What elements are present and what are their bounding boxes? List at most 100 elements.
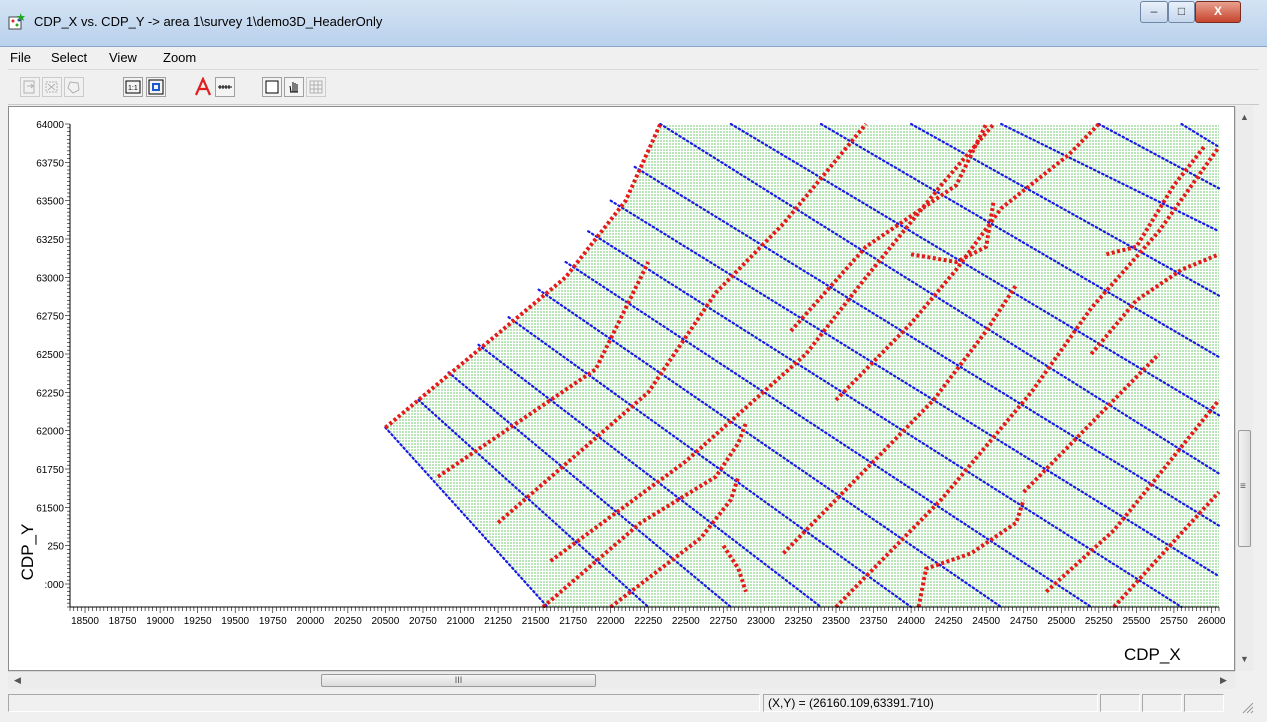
source-line-12 (819, 122, 1221, 359)
plot-right-margin (1220, 107, 1234, 670)
y-tick-label: 61500 (36, 503, 64, 514)
source-line-6 (564, 260, 1093, 609)
receiver-line-8 (916, 499, 1026, 608)
x-tick-label: 25250 (1085, 616, 1113, 627)
x-tick-label: 21500 (522, 616, 550, 627)
x-tick-label: 26000 (1198, 616, 1226, 627)
source-line-4 (507, 316, 913, 609)
x-tick-label: 19500 (221, 616, 249, 627)
x-tick-label: 23000 (747, 616, 775, 627)
x-tick-label: 20750 (409, 616, 437, 627)
x-tick-label: 22500 (672, 616, 700, 627)
source-line-5 (537, 288, 1003, 609)
grid-icon[interactable] (306, 77, 326, 97)
menu-bar: File Select View Zoom (8, 47, 1259, 70)
horizontal-scroll-thumb[interactable]: III (321, 674, 596, 687)
source-line-2 (447, 371, 732, 609)
y-tick-label: 63750 (36, 158, 64, 169)
zoom-1to1-icon[interactable]: 1:1 (123, 77, 143, 97)
source-line-1 (417, 398, 650, 609)
y-tick-label: 63250 (36, 235, 64, 246)
x-tick-label: 23500 (822, 616, 850, 627)
x-tick-label: 21750 (559, 616, 587, 627)
x-tick-label: 22750 (709, 616, 737, 627)
source-line-13 (910, 122, 1221, 297)
polygon-icon[interactable] (64, 77, 84, 97)
coverage-region (385, 124, 1220, 607)
vertical-scrollbar[interactable]: ▲ ≡ ▼ (1235, 106, 1253, 671)
scroll-right-arrow[interactable]: ▶ (1220, 675, 1227, 685)
export-icon[interactable] (20, 77, 40, 97)
y-tick-label: 63500 (36, 197, 64, 208)
minimize-button[interactable]: ‒ (1140, 1, 1168, 23)
plot-bottom-margin (9, 608, 1234, 670)
horizontal-scrollbar[interactable]: ◀ III ▶ (8, 671, 1235, 689)
cut-icon[interactable] (42, 77, 62, 97)
status-coordinates: (X,Y) = (26160.109,63391.710) (763, 694, 1098, 712)
x-tick-label: 19000 (146, 616, 174, 627)
receiver-line-0 (384, 123, 663, 430)
x-tick-label: 19250 (184, 616, 212, 627)
svg-text:1:1: 1:1 (128, 85, 138, 92)
receiver-line-15 (910, 200, 996, 265)
resize-grip-icon[interactable] (1240, 700, 1254, 714)
horizontal-thumb-grip: III (454, 675, 463, 685)
maximize-button[interactable]: □ (1168, 1, 1195, 23)
menu-file[interactable]: File (10, 50, 31, 65)
menu-select[interactable]: Select (51, 50, 88, 65)
x-tick-label: 18500 (71, 616, 99, 627)
y-tick-label: 250 (47, 542, 64, 553)
close-button[interactable]: X (1195, 1, 1241, 23)
text-annotation-icon[interactable] (193, 77, 213, 97)
source-line-0 (384, 426, 549, 609)
x-tick-label: 25000 (1047, 616, 1075, 627)
x-tick-label: 23750 (860, 616, 888, 627)
y-tick-label: 62000 (36, 427, 64, 438)
receiver-line-4 (541, 422, 748, 609)
receiver-line-1 (436, 261, 651, 479)
x-tick-label: 19750 (259, 616, 287, 627)
receiver-line-17 (1089, 252, 1220, 356)
source-line-11 (729, 122, 1221, 417)
scroll-left-arrow[interactable]: ◀ (14, 675, 21, 685)
source-line-16 (1180, 122, 1221, 149)
status-pane-3 (1184, 694, 1224, 712)
y-tick-label: 64000 (36, 120, 64, 131)
x-tick-label: 25500 (1122, 616, 1150, 627)
x-tick-label: 24750 (1010, 616, 1038, 627)
menu-view[interactable]: View (109, 50, 137, 65)
ruler-icon[interactable] (215, 77, 235, 97)
pan-hand-icon[interactable] (284, 77, 304, 97)
x-tick-label: 22000 (597, 616, 625, 627)
zoom-fit-icon[interactable] (146, 77, 166, 97)
scatter-chart[interactable]: 64000 63750 63500 63250 63000 62750 62500 62250… (9, 107, 1234, 670)
y-tick-label: 62500 (36, 350, 64, 361)
x-tick-label: 21250 (484, 616, 512, 627)
y-tick-label: 63000 (36, 273, 64, 284)
y-tick-label: :000 (45, 580, 65, 591)
vertical-scroll-thumb[interactable]: ≡ (1238, 430, 1251, 547)
window-title: CDP_X vs. CDP_Y -> area 1\survey 1\demo3… (34, 14, 383, 29)
source-line-3 (477, 343, 823, 609)
scroll-down-arrow[interactable]: ▼ (1240, 654, 1249, 664)
receiver-line-9 (1022, 352, 1161, 494)
select-rect-icon[interactable] (262, 77, 282, 97)
receiver-line-16 (1105, 145, 1206, 257)
status-bar: (X,Y) = (26160.109,63391.710) (8, 690, 1259, 716)
source-line-10 (659, 122, 1221, 475)
scroll-up-arrow[interactable]: ▲ (1240, 112, 1249, 122)
x-tick-label: 24250 (935, 616, 963, 627)
x-tick-label: 20000 (296, 616, 324, 627)
x-tick-label: 23250 (785, 616, 813, 627)
source-line-9 (633, 165, 1221, 527)
plot-area[interactable]: 64000 63750 63500 63250 63000 62750 62500 62250… (8, 106, 1235, 671)
toolbar: 1:1 (8, 70, 1259, 105)
app-icon (8, 13, 25, 30)
receiver-line-2 (496, 122, 868, 525)
menu-zoom[interactable]: Zoom (163, 50, 197, 65)
receiver-line-14 (789, 123, 988, 333)
source-line-8 (609, 199, 1221, 578)
x-tick-label: 18750 (109, 616, 137, 627)
status-pane-main (8, 694, 760, 712)
receiver-line-11 (1044, 398, 1221, 594)
